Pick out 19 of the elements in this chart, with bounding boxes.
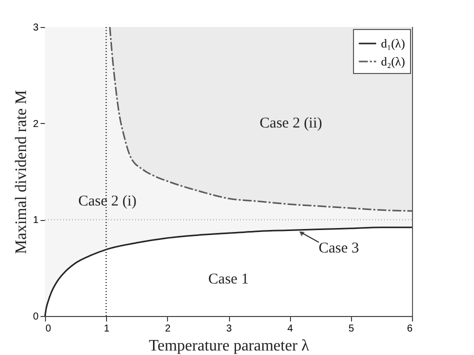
x-axis-title: Temperature parameter λ [148,338,310,354]
y-tick-label: 0 [32,312,39,322]
x-tick-label: 1 [104,324,110,334]
legend-label: d₂(λ) [381,54,405,68]
x-tick-label: 2 [165,324,172,334]
x-tick-label: 4 [287,324,294,334]
annotation: Case 2 (i) [78,193,137,210]
annotation: Case 2 (ii) [260,115,322,132]
y-tick-label: 3 [32,22,39,34]
x-tick-label: 3 [226,324,232,334]
y-tick-label: 1 [32,215,39,226]
y-axis-title: Maximal dividend rate M [12,90,30,254]
legend-label: d₁(λ) [381,36,405,50]
x-tick-label: 0 [46,324,52,334]
x-tick-label: 6 [406,324,413,334]
y-tick-label: 2 [32,118,39,130]
annotation: Case 3 [318,240,360,256]
x-tick-label: 5 [348,324,355,334]
annotation: Case 1 [208,271,249,288]
